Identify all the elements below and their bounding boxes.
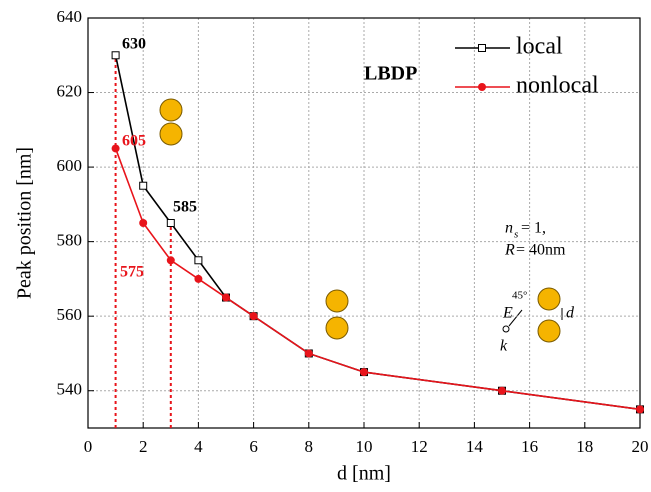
- marker: [249, 312, 258, 321]
- x-tick-label: 6: [249, 437, 258, 456]
- particle: [325, 289, 349, 313]
- legend-entry: local: [455, 34, 563, 60]
- dimer-icons: [159, 98, 561, 343]
- plot-frame: [87, 17, 641, 429]
- series-line: [114, 55, 641, 411]
- marker: [636, 405, 644, 414]
- k-symbol: [502, 325, 510, 333]
- annotation: 45°: [512, 290, 527, 302]
- legend-label: local: [516, 34, 563, 60]
- marker: [139, 181, 148, 190]
- x-tick-label: 18: [576, 437, 593, 456]
- annotation: R: [504, 242, 515, 259]
- marker: [111, 144, 120, 153]
- annotation: k: [500, 338, 508, 355]
- annotation: = 40nm: [516, 242, 566, 259]
- y-axis-label: Peak position [nm]: [14, 147, 36, 299]
- field-icon: [502, 308, 563, 333]
- y-tick-label: 540: [57, 380, 83, 399]
- marker: [194, 256, 203, 265]
- y-tick-label: 620: [57, 81, 83, 100]
- particle: [159, 98, 183, 122]
- x-tick-label: 12: [411, 437, 428, 456]
- marker: [166, 219, 175, 227]
- annotation: 605: [122, 133, 146, 150]
- x-tick-label: 10: [356, 437, 373, 456]
- marker: [498, 386, 506, 395]
- annotation: 630: [122, 36, 146, 53]
- marker: [360, 368, 368, 377]
- marker: [111, 51, 120, 60]
- x-tick-label: 2: [139, 437, 148, 456]
- particle: [537, 287, 561, 311]
- annotation: 585: [173, 199, 197, 216]
- marker: [194, 274, 203, 283]
- legend-entry: nonlocal: [455, 73, 599, 99]
- marker: [166, 256, 175, 265]
- particle: [159, 122, 183, 146]
- annotation: n: [505, 220, 513, 237]
- marker: [139, 219, 148, 227]
- legend-label: nonlocal: [516, 73, 599, 99]
- marker: [222, 293, 230, 302]
- particle: [537, 319, 561, 343]
- x-axis-label: d [nm]: [337, 463, 391, 485]
- e-arrow: [508, 309, 523, 327]
- x-tick-label: 0: [84, 437, 93, 456]
- x-tick-label: 16: [521, 437, 538, 456]
- series-line: [114, 148, 641, 411]
- annotation: LBDP: [364, 63, 417, 85]
- y-tick-label: 580: [57, 231, 83, 250]
- particle: [325, 316, 349, 340]
- legend-marker: [478, 44, 486, 52]
- annotation: E: [502, 305, 513, 322]
- legend-marker: [478, 83, 486, 91]
- x-tick-label: 8: [305, 437, 314, 456]
- marker: [304, 349, 313, 358]
- x-tick-label: 20: [632, 437, 649, 456]
- y-tick-label: 600: [57, 156, 83, 175]
- annotation: 575: [120, 264, 144, 281]
- x-tick-label: 4: [194, 437, 203, 456]
- annotation: = 1,: [521, 220, 546, 237]
- annotation: d: [566, 305, 575, 322]
- annotation: s: [514, 229, 518, 241]
- y-tick-label: 640: [57, 7, 83, 26]
- x-tick-label: 14: [466, 437, 484, 456]
- y-tick-label: 560: [57, 305, 83, 324]
